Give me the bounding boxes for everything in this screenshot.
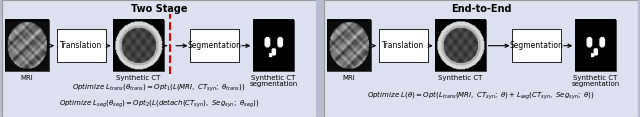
Text: Translation: Translation [60,41,102,50]
Text: Synthetic CT
segmentation: Synthetic CT segmentation [572,75,620,87]
Text: MRI: MRI [20,75,33,81]
Text: Segmentation: Segmentation [188,41,242,50]
Text: Segmentation: Segmentation [510,41,564,50]
Text: MRI: MRI [342,75,355,81]
Text: Synthetic CT
segmentation: Synthetic CT segmentation [250,75,298,87]
Text: Synthetic CT: Synthetic CT [438,75,483,81]
FancyBboxPatch shape [513,29,561,62]
FancyBboxPatch shape [191,29,239,62]
Text: Two Stage: Two Stage [131,4,188,14]
FancyBboxPatch shape [379,29,428,62]
FancyBboxPatch shape [57,29,106,62]
Text: $\it{Optimize}\ L_{trans}(\theta_{trans}) = Opt_1(L(MRI,\ CT_{syn};\ \theta_{tra: $\it{Optimize}\ L_{trans}(\theta_{trans}… [72,82,246,94]
Text: $\it{Optimize}\ L(\theta) = Opt(L_{trans}(MRI,\ CT_{syn};\ \theta) + L_{seg}(CT_: $\it{Optimize}\ L(\theta) = Opt(L_{trans… [367,90,595,102]
Text: $\it{Optimize}\ L_{seg}(\theta_{seg}) = Opt_2(L(detach(CT_{syn}),\ Seg_{syn};\ \: $\it{Optimize}\ L_{seg}(\theta_{seg}) = … [59,98,259,110]
FancyBboxPatch shape [324,0,638,117]
FancyBboxPatch shape [2,0,316,117]
Text: End-to-End: End-to-End [451,4,511,14]
Text: Translation: Translation [382,41,424,50]
Text: Synthetic CT: Synthetic CT [116,75,161,81]
